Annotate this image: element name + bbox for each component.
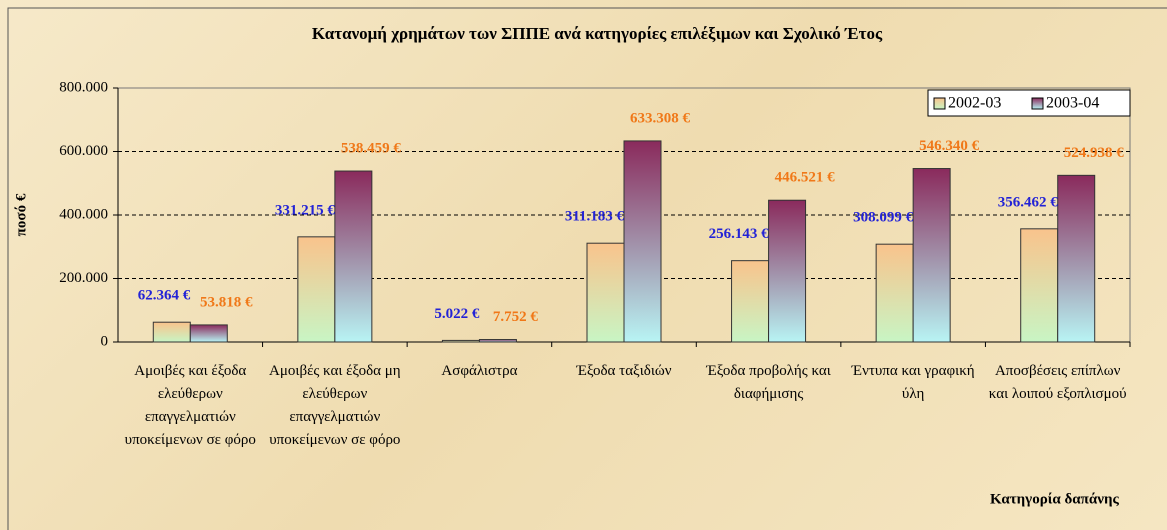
x-tick-label: Έντυπα και γραφική ύλη: [851, 363, 975, 402]
value-label: 53.818 €: [200, 294, 253, 310]
chart-frame: [7, 7, 1167, 530]
value-label: 5.022 €: [434, 306, 480, 322]
bar: [875, 243, 914, 343]
legend-swatch: [933, 97, 946, 110]
bar: [731, 260, 770, 343]
bar: [478, 339, 517, 343]
bar: [912, 168, 951, 343]
legend-label: 2002-03: [948, 95, 1001, 112]
value-label: 308.099 €: [853, 210, 914, 226]
value-label: 633.308 €: [630, 110, 691, 126]
bar: [768, 199, 807, 343]
x-axis-label: Κατηγορία δαπάνης: [990, 491, 1119, 507]
value-label: 311.183 €: [565, 209, 625, 225]
value-label: 538.459 €: [341, 140, 402, 156]
y-tick-label: 200.000: [59, 270, 108, 286]
bar: [1057, 174, 1096, 343]
value-label: 356.462 €: [998, 194, 1059, 210]
value-label: 256.143 €: [709, 226, 770, 242]
bar: [1020, 228, 1059, 343]
x-tick-label: Αμοιβές και έξοδα ελεύθερων επαγγελματιώ…: [124, 363, 256, 448]
bar: [334, 170, 373, 343]
bar: [189, 324, 228, 343]
y-tick-label: 400.000: [59, 206, 108, 222]
value-label: 446.521 €: [775, 170, 836, 186]
x-tick-label: Έξοδα ταξιδιών: [576, 363, 672, 379]
bar: [586, 242, 625, 343]
bar: [441, 339, 480, 343]
x-tick-label: Έξοδα προβολής και διαφήμισης: [706, 363, 831, 402]
value-label: 546.340 €: [919, 138, 980, 154]
x-tick-label: Ασφάλιστρα: [441, 363, 518, 379]
y-tick-label: 800.000: [59, 79, 108, 95]
bar: [623, 140, 662, 343]
x-tick-label: Αμοιβές και έξοδα μη ελεύθερων επαγγελμα…: [269, 363, 401, 448]
legend-label: 2003-04: [1046, 95, 1099, 112]
y-tick-label: 0: [101, 333, 109, 349]
legend-box: [927, 89, 1131, 117]
value-label: 7.752 €: [493, 309, 539, 325]
chart-title: Κατανομή χρημάτων των ΣΠΠΕ ανά κατηγορίε…: [312, 24, 883, 43]
value-label: 331.215 €: [275, 202, 336, 218]
x-tick-label: Αποσβέσεις επίπλων και λοιπού εξοπλισμού: [988, 363, 1127, 402]
legend-swatch: [1031, 97, 1044, 110]
bar: [297, 236, 336, 343]
y-axis-label: ποσό €: [13, 193, 29, 236]
y-tick-label: 600.000: [59, 143, 108, 159]
bar: [152, 321, 191, 343]
value-label: 62.364 €: [138, 288, 191, 304]
value-label: 524.938 €: [1064, 145, 1125, 161]
